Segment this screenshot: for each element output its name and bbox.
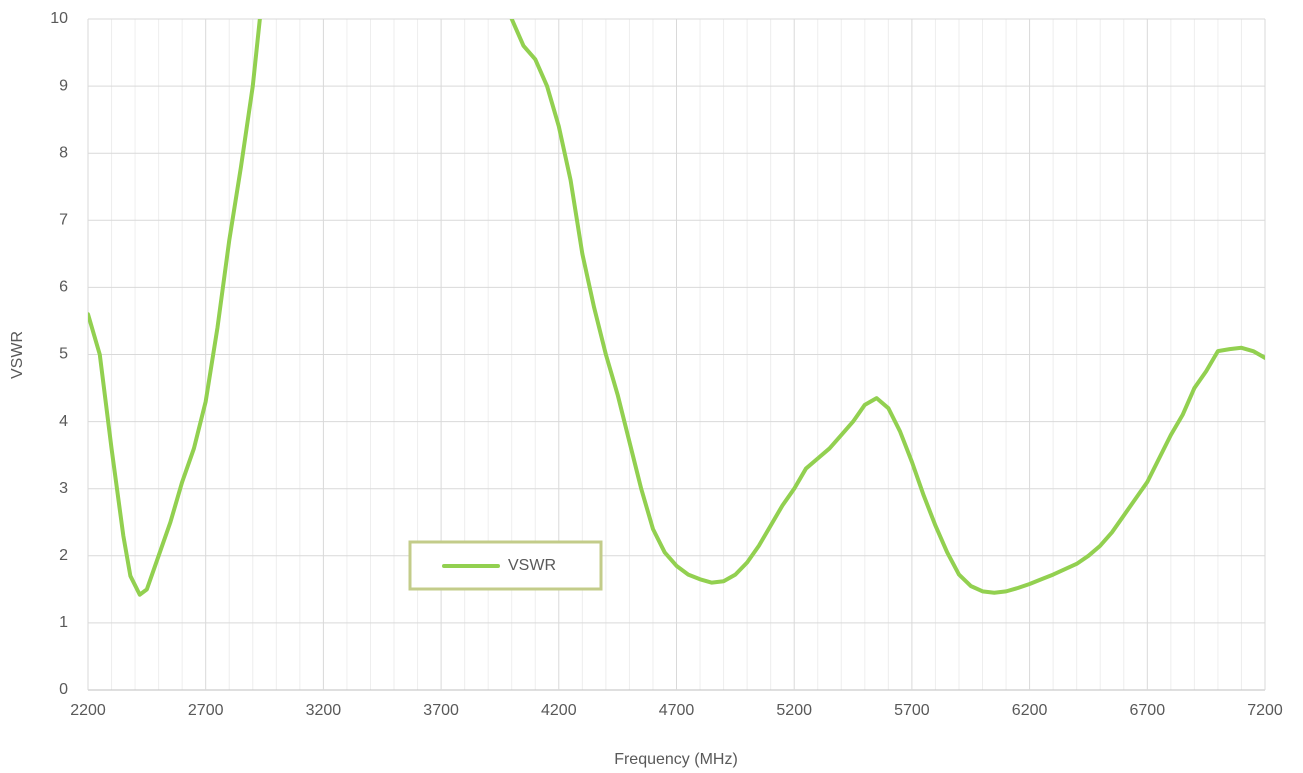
y-tick-label: 10 (50, 10, 68, 27)
y-tick-label: 1 (59, 614, 68, 631)
x-tick-label: 3700 (423, 702, 459, 719)
x-tick-label: 2200 (70, 702, 106, 719)
y-tick-label: 3 (59, 480, 68, 497)
y-tick-label: 5 (59, 346, 68, 363)
x-tick-label: 5200 (776, 702, 812, 719)
x-tick-label: 4200 (541, 702, 577, 719)
x-axis-label: Frequency (MHz) (614, 751, 738, 768)
y-tick-label: 2 (59, 547, 68, 564)
x-tick-label: 2700 (188, 702, 224, 719)
legend-box (408, 540, 603, 591)
legend-label: VSWR (508, 557, 556, 574)
grid (87, 18, 1266, 691)
series-line (88, 19, 1265, 597)
y-tick-label: 0 (59, 681, 68, 698)
y-tick-label: 9 (59, 77, 68, 94)
legend: VSWR (408, 540, 603, 591)
ticks: 0 1 2 3 4 5 6 7 8 9 10 2200 2700 3200 3700 4200 4700 5200… (50, 10, 1283, 719)
y-axis-label: VSWR (9, 331, 26, 379)
y-tick-label: 4 (59, 413, 68, 430)
y-tick-label: 6 (59, 279, 68, 296)
y-tick-label: 7 (59, 212, 68, 229)
x-tick-label: 3200 (306, 702, 342, 719)
x-tick-label: 5700 (894, 702, 930, 719)
x-tick-label: 6200 (1012, 702, 1048, 719)
y-tick-label: 8 (59, 144, 68, 161)
plot-area (88, 19, 1265, 597)
x-tick-label: 6700 (1130, 702, 1166, 719)
x-tick-label: 4700 (659, 702, 695, 719)
x-tick-label: 7200 (1247, 702, 1283, 719)
